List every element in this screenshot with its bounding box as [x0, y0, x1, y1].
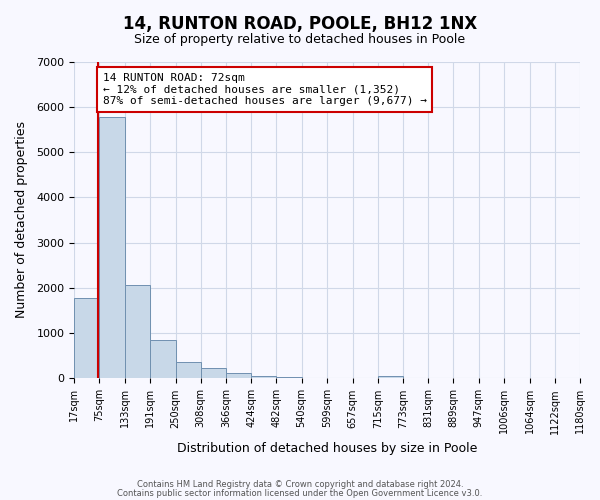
Text: Contains public sector information licensed under the Open Government Licence v3: Contains public sector information licen… [118, 488, 482, 498]
Bar [100, 116, 125, 378]
Text: 14 RUNTON ROAD: 72sqm
← 12% of detached houses are smaller (1,352)
87% of semi-d: 14 RUNTON ROAD: 72sqm ← 12% of detached … [103, 73, 427, 106]
Bar [251, 376, 277, 378]
Bar [74, 298, 100, 378]
Text: Size of property relative to detached houses in Poole: Size of property relative to detached ho… [134, 32, 466, 46]
Y-axis label: Number of detached properties: Number of detached properties [15, 122, 28, 318]
Bar [277, 377, 302, 378]
Bar [201, 368, 226, 378]
Bar [125, 285, 150, 378]
Bar [176, 362, 201, 378]
Text: Contains HM Land Registry data © Crown copyright and database right 2024.: Contains HM Land Registry data © Crown c… [137, 480, 463, 489]
Bar [226, 374, 251, 378]
Text: 14, RUNTON ROAD, POOLE, BH12 1NX: 14, RUNTON ROAD, POOLE, BH12 1NX [123, 15, 477, 33]
X-axis label: Distribution of detached houses by size in Poole: Distribution of detached houses by size … [177, 442, 477, 455]
Bar [150, 340, 176, 378]
Bar [378, 376, 403, 378]
